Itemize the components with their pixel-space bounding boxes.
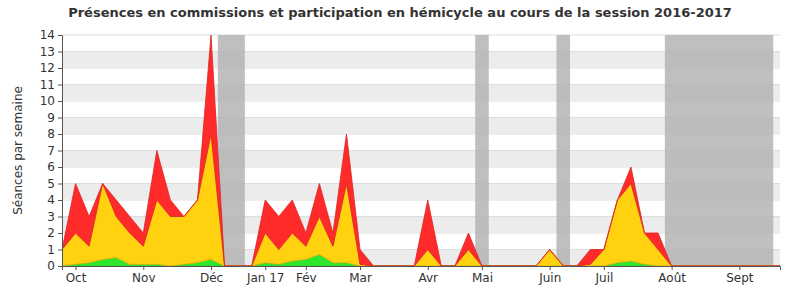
y-tick-label: 0 [47,259,55,273]
x-tick: Juil [594,266,613,285]
y-tick-mark [58,217,62,218]
y-tick-mark [58,266,62,267]
y-tick-label: 11 [40,78,55,92]
y-tick-label: 8 [47,127,55,141]
y-tick-mark [58,151,62,152]
x-tick-mark [211,266,212,270]
x-tick-mark [672,266,673,270]
x-tick-label: Jan 17 [246,271,285,285]
x-tick-label: Sept [726,271,754,285]
grid [62,35,780,266]
y-tick-label: 12 [40,61,55,75]
y-tick: 5 [47,177,62,191]
y-tick-label: 4 [47,193,55,207]
x-tick-mark [265,266,266,270]
shaded-range [665,35,773,266]
x-tick-mark [306,266,307,270]
y-tick-label: 9 [47,111,55,125]
x-tick: Oct [66,266,87,285]
y-tick-mark [58,85,62,86]
y-axis: 01234567891011121314 [40,28,63,273]
y-tick-label: 2 [47,226,55,240]
chart: Présences en commissions et participatio… [0,0,800,300]
y-tick-label: 14 [40,28,55,42]
x-axis-line [63,267,781,271]
x-tick-mark [76,266,77,270]
y-tick-mark [58,52,62,53]
plot-area [62,35,780,266]
x-tick-label: Août [658,271,686,285]
x-tick: Déc [200,266,223,285]
y-tick: 7 [47,144,62,158]
y-tick: 4 [47,193,62,207]
title: Présences en commissions et participatio… [68,5,732,20]
x-tick: Sept [726,266,754,285]
y-tick-mark [58,184,62,185]
x-tick: Mar [349,266,372,285]
y-tick: 13 [40,45,62,59]
x-tick: Nov [132,266,155,285]
x-axis: Oct Nov Déc Jan 17 Fév Mar Avr Mai Juin Juil Août S… [63,266,781,285]
y-tick-mark [58,167,62,168]
x-tick: Juin [538,266,561,285]
x-tick-label: Juin [538,271,561,285]
x-tick-label: Juil [594,271,613,285]
y-tick-label: 13 [40,45,55,59]
y-tick-mark [58,35,62,36]
y-tick: 0 [47,259,62,273]
shaded-range [556,35,570,266]
x-tick-label: Avr [419,271,439,285]
x-tick-mark [550,266,551,270]
area-series [62,35,780,266]
x-tick-label: Mai [472,271,493,285]
x-tick-label: Mar [349,271,372,285]
x-tick-mark [739,266,740,270]
y-axis-title: Séances par semaine [11,86,25,215]
y-tick-label: 6 [47,160,55,174]
y-tick-label: 7 [47,144,55,158]
x-tick-mark [143,266,144,270]
y-axis-line [58,36,63,267]
y-tick: 10 [40,94,62,108]
y-tick-mark [58,250,62,251]
y-tick-label: 5 [47,177,55,191]
y-tick-mark [58,118,62,119]
y-tick-mark [58,233,62,234]
x-tick-mark [428,266,429,270]
y-tick-label: 3 [47,210,55,224]
y-tick-mark [58,200,62,201]
y-tick: 3 [47,210,62,224]
y-tick: 2 [47,226,62,240]
x-tick: Août [658,266,686,285]
y-tick-mark [58,134,62,135]
y-tick: 9 [47,111,62,125]
shaded-range [475,35,489,266]
y-tick-label: 10 [40,94,55,108]
x-tick-mark [482,266,483,270]
y-tick: 8 [47,127,62,141]
x-tick-mark [360,266,361,270]
y-tick: 6 [47,160,62,174]
x-tick: Jan 17 [246,266,285,285]
y-tick-mark [58,101,62,102]
x-tick-label: Fév [296,271,317,285]
y-tick: 14 [40,28,62,42]
x-tick: Avr [419,266,439,285]
x-tick-mark [604,266,605,270]
x-tick-label: Déc [200,271,223,285]
y-tick-mark [58,68,62,69]
y-tick: 12 [40,61,62,75]
x-tick-label: Oct [66,271,87,285]
x-tick: Mai [472,266,493,285]
x-tick-label: Nov [132,271,155,285]
y-tick-label: 1 [47,243,55,257]
y-tick: 1 [47,243,62,257]
y-tick: 11 [40,78,62,92]
x-tick: Fév [296,266,317,285]
